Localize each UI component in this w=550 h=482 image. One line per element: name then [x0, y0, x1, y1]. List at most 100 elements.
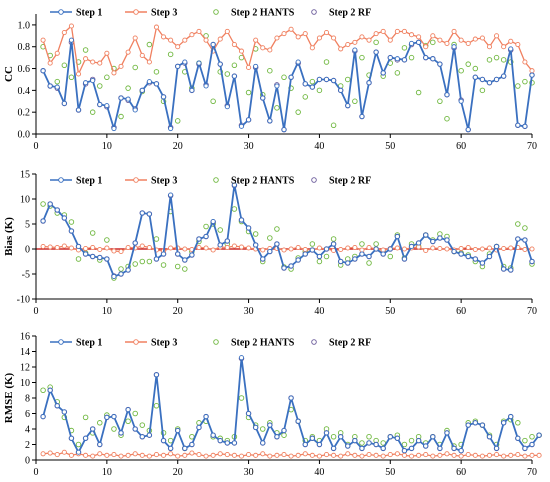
data-point [352, 452, 358, 458]
data-point [231, 452, 237, 458]
data-point [515, 83, 521, 89]
data-point [160, 262, 167, 268]
data-point [373, 49, 379, 55]
data-point [54, 244, 60, 251]
data-point [401, 441, 408, 448]
data-point [125, 418, 131, 425]
data-point [281, 432, 287, 438]
data-point [224, 71, 231, 77]
data-point [508, 46, 514, 52]
data-point [132, 426, 138, 432]
data-point [458, 453, 464, 459]
data-point [210, 432, 216, 438]
data-point [40, 243, 46, 250]
data-point [104, 452, 110, 458]
legend-label: Step 1 [76, 8, 102, 19]
data-point [231, 41, 237, 48]
data-point [458, 448, 464, 454]
data-point [444, 92, 450, 98]
legend-label: Step 2 RF [329, 8, 371, 19]
data-point [217, 36, 223, 42]
data-point [238, 48, 245, 54]
y-tick-label: -10 [17, 295, 30, 306]
data-point [267, 118, 273, 124]
data-point [352, 244, 358, 251]
data-point [529, 68, 535, 74]
data-point [231, 73, 237, 79]
x-tick-label: 70 [527, 467, 537, 478]
data-point [97, 246, 103, 253]
data-point [380, 28, 386, 35]
data-point [331, 77, 337, 84]
data-point [90, 426, 96, 432]
data-point [387, 452, 393, 458]
legend-marker [311, 9, 317, 15]
data-point [401, 57, 408, 63]
data-point [373, 246, 379, 252]
data-point [111, 273, 117, 280]
data-point [90, 77, 96, 84]
data-point [536, 452, 542, 458]
data-point [451, 248, 457, 255]
data-point [309, 241, 316, 247]
data-point [168, 125, 174, 132]
x-tick-label: 40 [314, 306, 324, 317]
data-point [139, 87, 145, 93]
data-point [210, 98, 216, 105]
data-point [118, 453, 124, 459]
data-point [508, 38, 514, 44]
data-point [40, 218, 46, 224]
legend-marker [213, 177, 219, 183]
x-tick-label: 20 [173, 306, 183, 317]
data-point [260, 451, 266, 457]
legend-marker [58, 339, 64, 345]
data-point [118, 430, 124, 436]
x-tick-label: 70 [527, 141, 537, 152]
data-point [345, 41, 351, 48]
data-point [281, 247, 287, 253]
data-point [75, 107, 82, 113]
data-point [281, 427, 287, 434]
data-point [83, 251, 89, 257]
data-point [508, 452, 514, 458]
data-point [500, 57, 507, 63]
data-point [529, 452, 535, 458]
data-point [486, 245, 493, 251]
data-point [331, 445, 337, 451]
data-point [238, 453, 245, 459]
y-tick-label: 2 [25, 440, 30, 451]
data-point [238, 355, 245, 361]
data-point [323, 59, 330, 65]
data-point [47, 201, 53, 207]
data-point [437, 235, 443, 241]
data-point [90, 453, 96, 459]
data-point [423, 452, 429, 458]
x-tick-label: 0 [34, 467, 39, 478]
data-point [153, 403, 160, 409]
data-point [175, 453, 181, 459]
data-point [366, 253, 372, 260]
series-line [42, 356, 540, 454]
data-point [182, 445, 188, 451]
data-point [458, 98, 464, 104]
data-point [160, 438, 167, 444]
data-point [451, 28, 457, 35]
series-step-1 [40, 355, 542, 455]
data-point [89, 109, 96, 115]
data-point [90, 244, 96, 251]
data-point [274, 452, 280, 458]
data-point [323, 29, 330, 36]
data-point [54, 403, 60, 409]
data-point [394, 245, 400, 251]
data-point [338, 258, 344, 265]
cc-panel: 0.0 0.2 0.4 0.6 0.8 1.0 0 10 20 30 40 50 60 70 CC Step … [3, 8, 537, 153]
data-point [295, 418, 301, 424]
data-point [522, 445, 528, 451]
data-point [281, 127, 287, 133]
data-point [501, 420, 507, 426]
data-point [423, 55, 429, 61]
legend-marker [311, 177, 317, 183]
y-tick-label: 14 [20, 347, 30, 358]
y-axis-label: RMSE (K) [3, 372, 15, 423]
data-point [309, 435, 315, 441]
